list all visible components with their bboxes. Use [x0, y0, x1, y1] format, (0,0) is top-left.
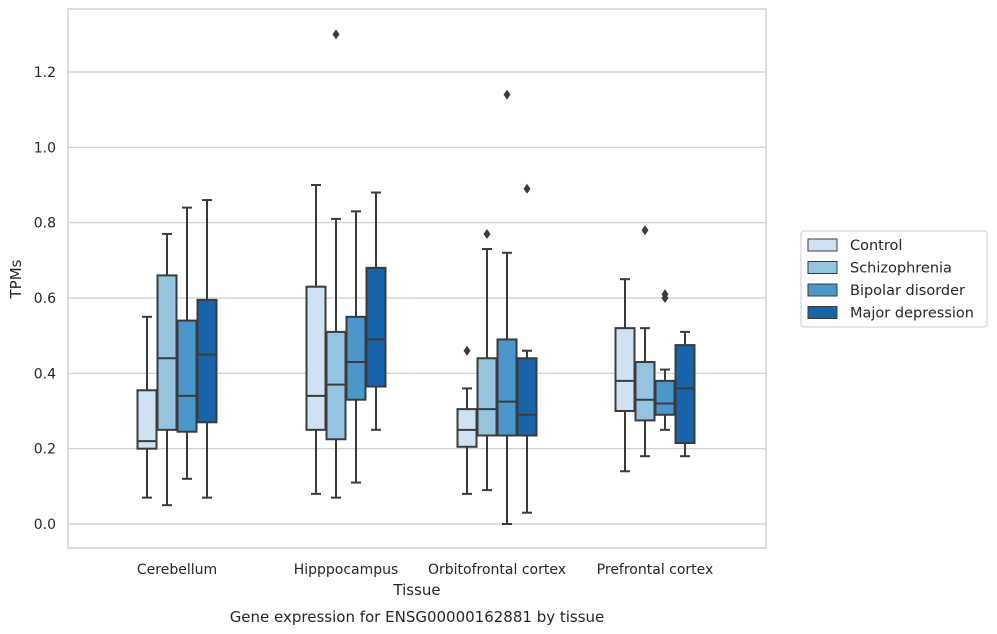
series-schizophrenia	[156, 29, 656, 507]
legend-item: Bipolar disorder	[807, 283, 965, 299]
x-tick-label: Cerebellum	[137, 562, 217, 578]
box	[156, 232, 178, 507]
outlier-point	[641, 225, 649, 236]
legend: Control Schizophrenia Bipolar disorder Majo…	[800, 230, 988, 328]
box-iqr	[634, 361, 656, 422]
x-axis-label: Tissue	[392, 581, 440, 599]
legend-label: Major depression	[850, 306, 974, 322]
box-iqr	[196, 298, 218, 424]
box	[196, 199, 218, 499]
outlier-point	[332, 29, 340, 40]
box	[456, 345, 478, 495]
legend-swatch	[807, 306, 838, 319]
y-tick-label: 0.4	[34, 366, 56, 382]
legend-swatch	[807, 283, 838, 297]
y-tick-label: 1.0	[34, 140, 56, 156]
x-tick-label: Hipppocampus	[294, 562, 399, 578]
box	[365, 191, 387, 431]
legend-label: Schizophrenia	[850, 261, 952, 277]
box-iqr	[156, 274, 178, 431]
box-iqr	[365, 266, 387, 388]
y-tick-label: 0.6	[34, 291, 56, 307]
outlier-point	[661, 289, 669, 300]
x-tick-label: Prefrontal cortex	[597, 562, 714, 578]
legend-frame	[800, 230, 988, 328]
box-iqr	[496, 338, 518, 437]
box	[476, 228, 498, 492]
x-tick-label: Orbitofrontal cortex	[428, 562, 566, 578]
box-iqr	[674, 344, 696, 445]
legend-label: Bipolar disorder	[850, 283, 965, 299]
outlier-point	[503, 89, 511, 100]
x-tick-labels: Cerebellum Hipppocampus Orbitofrontal cort…	[137, 562, 713, 578]
box-groups	[136, 29, 696, 525]
y-tick-label: 0.8	[34, 216, 56, 232]
box-iqr	[516, 357, 538, 437]
series-control	[136, 184, 636, 499]
y-tick-label: 0.0	[34, 517, 56, 533]
box	[674, 330, 696, 458]
y-tick-label: 0.2	[34, 442, 56, 458]
box	[516, 183, 538, 514]
series-major-depression	[196, 183, 696, 514]
box	[325, 29, 347, 499]
plot-area	[68, 9, 766, 548]
legend-swatch	[807, 261, 838, 274]
outlier-point	[483, 228, 491, 239]
box	[176, 206, 198, 480]
box-iqr	[654, 379, 676, 416]
outlier-point	[463, 345, 471, 356]
outlier-point	[523, 183, 531, 194]
box-iqr	[614, 327, 636, 412]
legend-swatch	[807, 238, 838, 252]
legend-item: Control	[807, 238, 902, 254]
legend-label: Control	[850, 238, 902, 254]
y-tick-label: 1.2	[34, 65, 56, 81]
box-iqr	[456, 408, 478, 448]
box-iqr	[176, 319, 198, 433]
box-iqr	[305, 285, 327, 431]
plot-frame	[67, 8, 767, 549]
box	[136, 315, 158, 499]
box	[614, 278, 636, 473]
chart-caption: Gene expression for ENSG00000162881 by t…	[230, 608, 605, 626]
box-iqr	[345, 315, 367, 401]
legend-item: Major depression	[807, 306, 974, 322]
legend-item: Schizophrenia	[807, 261, 952, 277]
box-iqr	[136, 389, 158, 450]
y-axis-label: TPMs	[7, 259, 25, 299]
y-tick-labels: 0.0 0.2 0.4 0.6 0.8 1.0 1.2	[34, 65, 56, 533]
box-iqr	[476, 357, 498, 437]
